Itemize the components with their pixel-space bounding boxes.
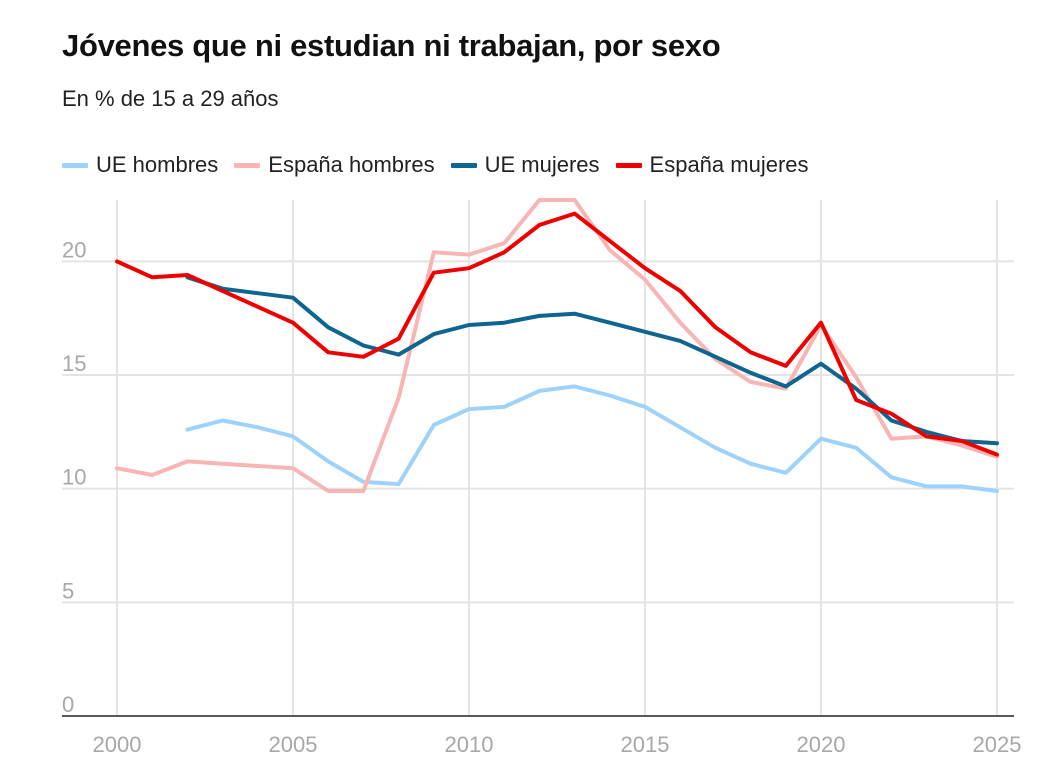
legend-label: España mujeres: [649, 152, 809, 177]
legend-item: España mujeres: [615, 152, 809, 178]
legend-label: España hombres: [268, 152, 435, 177]
x-tick-label: 2025: [973, 732, 1022, 757]
legend-label: UE hombres: [96, 152, 219, 177]
series-line-espana-mujeres: [115, 211, 999, 457]
y-tick-label: 5: [62, 578, 74, 603]
legend-item: España hombres: [234, 152, 435, 178]
x-tick-label: 2020: [797, 732, 846, 757]
x-tick-label: 2005: [269, 732, 318, 757]
y-tick-label: 0: [62, 692, 74, 717]
legend-swatch: [450, 162, 477, 168]
legend-swatch: [234, 162, 261, 168]
legend-label: UE mujeres: [484, 152, 600, 177]
chart-legend: UE hombres España hombres UE mujeres España…: [62, 152, 825, 178]
y-tick-label: 10: [62, 465, 86, 490]
x-tick-label: 2010: [445, 732, 494, 757]
chart-subtitle: En % de 15 a 29 años: [62, 86, 279, 111]
chart-title: Jóvenes que ni estudian ni trabajan, por…: [62, 28, 721, 63]
legend-swatch: [62, 162, 88, 168]
legend-item: UE mujeres: [450, 152, 600, 178]
series-line-ue-mujeres: [185, 275, 999, 446]
legend-item: UE hombres: [62, 152, 218, 178]
series-line-ue-hombres: [185, 384, 999, 493]
legend-swatch: [615, 162, 642, 168]
series-line-espana-hombres: [115, 198, 999, 493]
y-tick-label: 15: [62, 351, 86, 376]
x-tick-label: 2000: [93, 732, 142, 757]
y-tick-label: 20: [62, 237, 86, 262]
x-tick-label: 2015: [621, 732, 670, 757]
